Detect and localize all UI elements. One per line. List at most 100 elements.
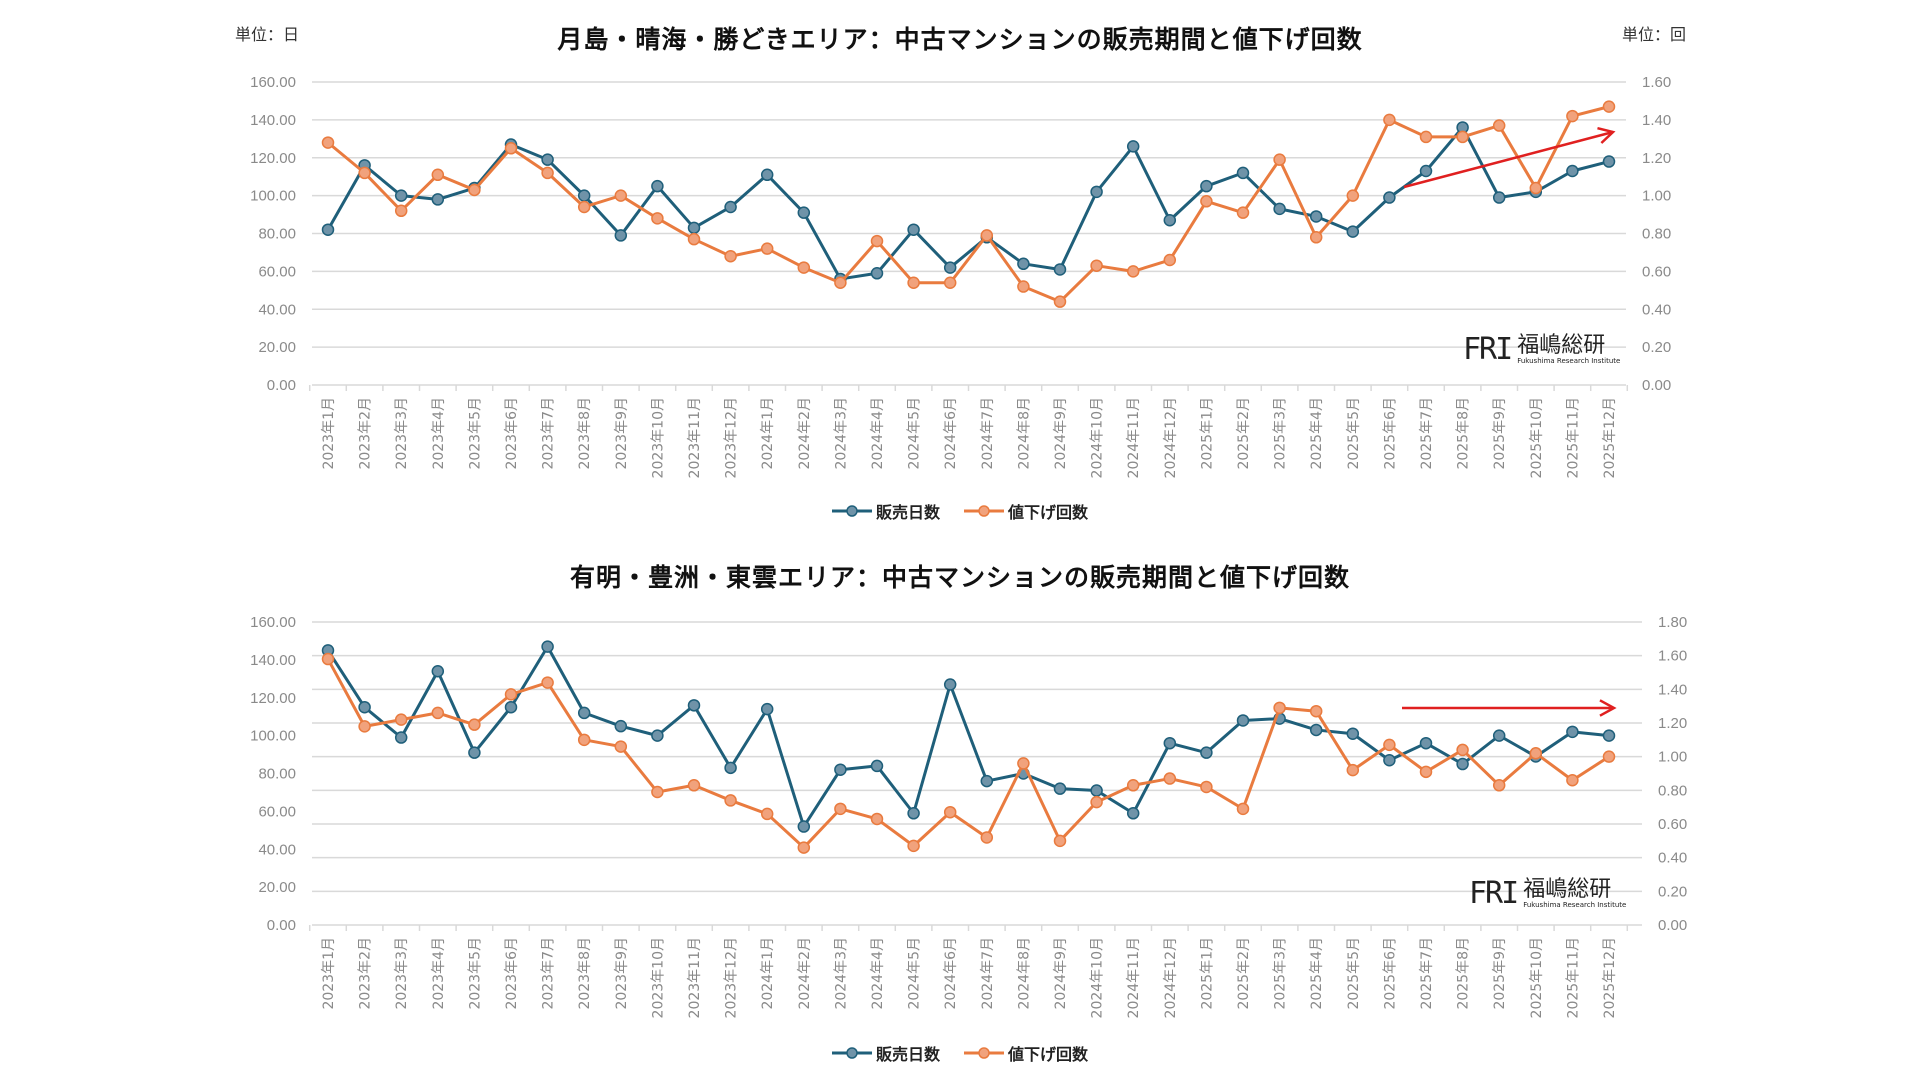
series-price-cuts-point: [577, 733, 591, 747]
series-price-cuts-point: [834, 276, 847, 289]
series-price-cuts-point: [834, 802, 847, 816]
series-price-cuts-point: [1383, 113, 1396, 127]
x-axis-tick-label: 2024年1月: [760, 937, 776, 1010]
series-price-cuts-point: [321, 652, 335, 666]
series-price-cuts-point: [1602, 100, 1616, 113]
series-price-cuts-point: [504, 142, 518, 155]
right-axis-tick-label: 0.40: [1642, 301, 1671, 318]
series-days-point: [651, 179, 664, 193]
series-days-point: [1419, 164, 1433, 178]
series-days-point: [1200, 179, 1213, 193]
x-axis-tick-label: 2023年3月: [394, 937, 410, 1010]
chart-2-title: 有明・豊洲・東雲エリア：中古マンションの販売期間と値下げ回数: [569, 563, 1350, 592]
x-axis-tick-label: 2025年12月: [1602, 397, 1618, 478]
series-price-cuts-point: [943, 276, 957, 289]
series-price-cuts-point: [614, 189, 628, 202]
series-price-cuts-point: [980, 831, 994, 844]
series-days-point: [1126, 807, 1140, 820]
chart-2-legend: 販売日数 値下げ回数: [0, 1041, 1920, 1065]
x-axis-tick-label: 2025年3月: [1273, 397, 1289, 470]
right-axis-tick-label: 0.20: [1658, 883, 1687, 900]
series-days-point: [797, 206, 811, 219]
series-days-point: [1383, 753, 1396, 767]
series-price-cuts-point: [468, 183, 481, 197]
legend-cuts-label: 値下げ回数: [1008, 1045, 1089, 1064]
series-days-point: [1492, 729, 1506, 742]
series-days-point: [1309, 723, 1323, 737]
series-days-point: [1163, 736, 1177, 750]
series-price-cuts-point: [1090, 795, 1103, 809]
series-days-point: [834, 763, 847, 776]
right-axis-tick-label: 0.40: [1658, 850, 1687, 867]
right-axis-tick-label: 1.00: [1642, 188, 1671, 205]
left-axis-tick-label: 40.00: [258, 841, 296, 858]
x-axis-tick-label: 2023年1月: [321, 397, 337, 470]
left-axis-tick-label: 100.00: [250, 728, 296, 745]
right-axis-tick-label: 0.80: [1642, 226, 1671, 243]
x-axis-tick-label: 2025年5月: [1346, 397, 1362, 470]
series-price-cuts-point: [1053, 295, 1067, 308]
series-days-point: [1602, 155, 1616, 168]
series-days-point: [577, 189, 591, 202]
series-price-cuts-point: [943, 805, 957, 819]
series-days-point: [431, 193, 445, 206]
x-axis-tick-label: 2024年11月: [1126, 397, 1142, 478]
x-axis-tick-label: 2025年7月: [1419, 397, 1435, 470]
series-days-point: [504, 700, 518, 714]
logo-name-jp: 福嶋総研: [1523, 876, 1612, 902]
series-price-cuts-point: [797, 261, 811, 274]
series-price-cuts-point: [1529, 181, 1543, 195]
series-days-point: [1602, 729, 1616, 742]
legend-cuts: 値下げ回数: [964, 499, 1088, 523]
series-price-cuts-point: [431, 168, 445, 182]
series-days-point: [943, 678, 957, 691]
series-price-cuts-point: [724, 249, 737, 263]
series-days-point: [577, 706, 591, 720]
x-axis-tick-label: 2024年9月: [1053, 937, 1069, 1010]
series-price-cuts-point: [724, 794, 737, 807]
x-axis-tick-label: 2025年6月: [1382, 397, 1398, 470]
series-price-cuts-point: [1419, 130, 1433, 144]
series-price-cuts-point: [907, 276, 920, 289]
series-price-cuts-point: [870, 234, 884, 248]
series-price-cuts-point: [394, 713, 408, 726]
x-axis-tick-label: 2025年11月: [1565, 397, 1581, 478]
x-axis-tick-label: 2025年2月: [1236, 397, 1252, 470]
series-days-point: [1017, 257, 1030, 271]
trend-arrow: [1403, 130, 1614, 189]
x-axis-tick-label: 2023年12月: [724, 937, 740, 1018]
series-price-cuts-point: [1492, 779, 1506, 792]
series-price-cuts-point: [687, 779, 701, 792]
x-axis-tick-label: 2025年9月: [1492, 937, 1508, 1010]
x-axis-tick-label: 2024年12月: [1163, 397, 1179, 478]
series-price-cuts-point: [1602, 750, 1616, 763]
series-days-point: [1492, 191, 1506, 204]
x-axis-tick-label: 2024年4月: [870, 937, 886, 1010]
series-price-cuts-point: [1017, 757, 1030, 770]
series-days-point: [1090, 185, 1103, 199]
legend-cuts-line-icon: [964, 505, 1004, 517]
left-axis-tick-label: 160.00: [250, 614, 296, 631]
x-axis-tick-label: 2024年2月: [797, 397, 813, 470]
x-axis-tick-label: 2023年2月: [358, 397, 374, 470]
series-price-cuts-point: [1456, 743, 1469, 757]
series-days-point: [724, 761, 737, 775]
x-axis-tick-label: 2023年10月: [650, 397, 666, 478]
series-price-cuts-point: [1236, 802, 1250, 816]
series-price-cuts-point: [1346, 763, 1360, 777]
x-axis-tick-label: 2024年7月: [980, 937, 996, 1010]
series-price-cuts-point: [1383, 738, 1396, 752]
series-price-cuts-point: [1309, 704, 1323, 718]
x-axis-tick-label: 2023年5月: [467, 397, 483, 470]
legend-days-label: 販売日数: [875, 1045, 940, 1064]
x-axis-tick-label: 2023年4月: [431, 397, 447, 470]
series-days-point: [541, 640, 554, 653]
x-axis-tick-label: 2025年10月: [1529, 397, 1545, 478]
legend-days-line-icon: [831, 1047, 872, 1059]
right-axis-tick-label: 0.80: [1658, 782, 1687, 799]
right-axis-tick-label: 0.00: [1658, 917, 1687, 934]
series-days-point: [394, 189, 408, 202]
right-axis-tick-label: 1.20: [1658, 715, 1687, 732]
series-days-point: [614, 229, 628, 242]
